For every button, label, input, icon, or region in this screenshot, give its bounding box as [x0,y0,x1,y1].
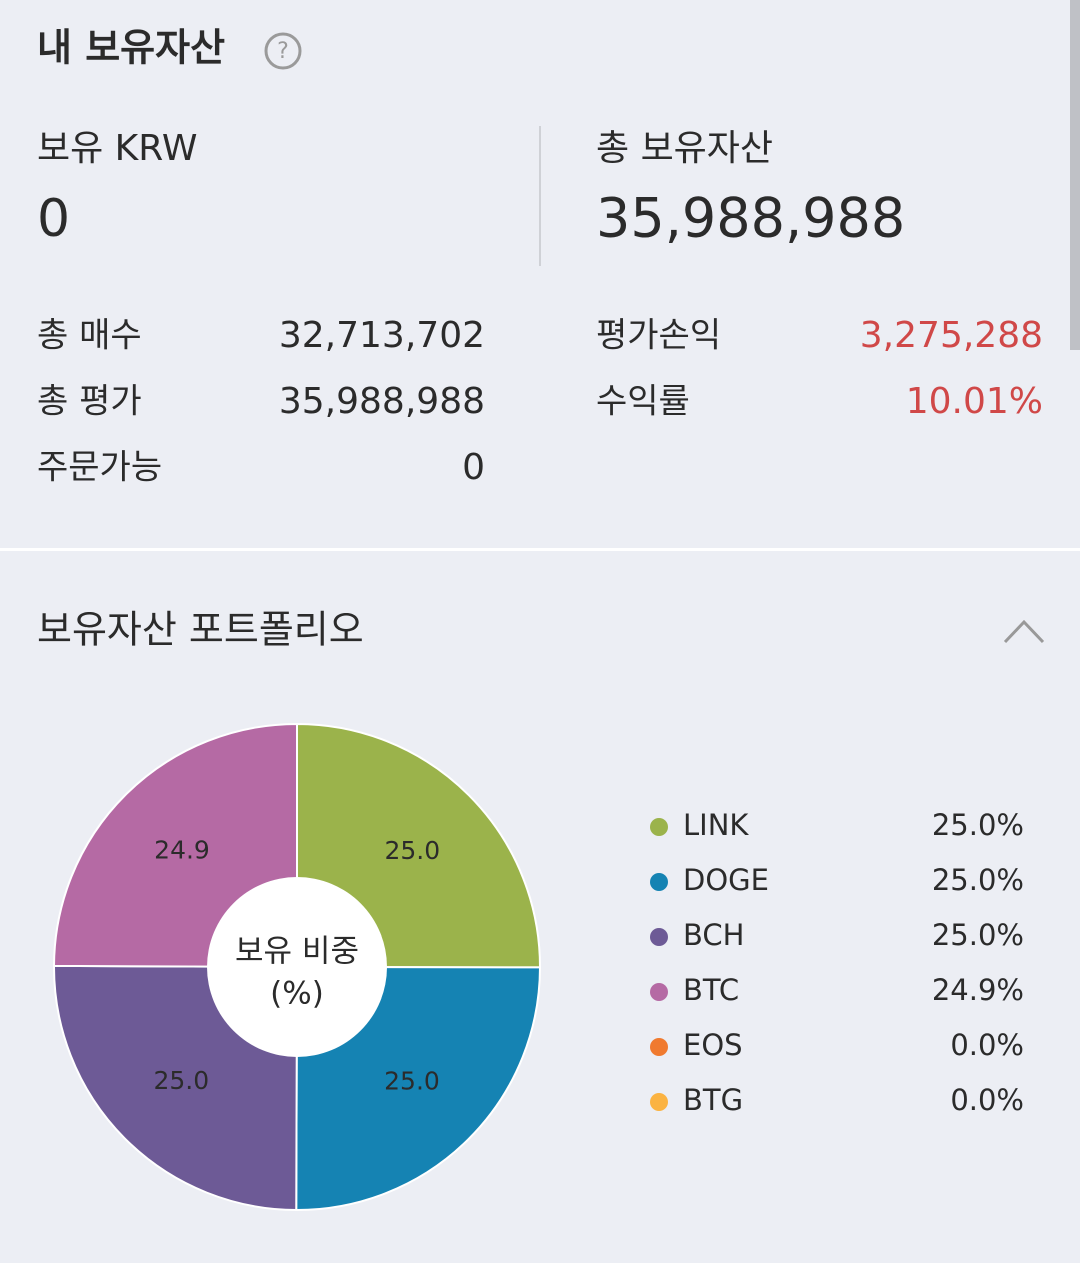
legend-dot [650,873,668,891]
legend-name: BTG [683,1083,743,1117]
detail-label: 총 매수 [37,316,142,356]
legend-value: 25.0% [932,863,1024,897]
legend-value: 0.0% [950,1083,1024,1117]
collapse-chevron[interactable] [1003,619,1045,644]
detail-label: 평가손익 [596,316,721,356]
donut-hole [207,877,387,1057]
separator [0,548,1080,551]
detail-value: 32,713,702 [279,315,485,356]
legend-name: LINK [683,808,749,842]
slice-label: 25.0 [384,1067,440,1096]
legend-name: EOS [683,1028,743,1062]
detail-value: 35,988,988 [279,381,485,422]
detail-label: 수익률 [596,382,690,422]
legend-dot [650,983,668,1001]
legend-name: DOGE [683,863,769,897]
legend-dot [650,818,668,836]
center-label: (%) [270,976,324,1012]
slice-label: 25.0 [385,836,441,865]
legend-value: 24.9% [932,973,1024,1007]
center-label: 보유 비중 [235,934,359,970]
help-icon[interactable] [264,32,302,70]
detail-value: 3,275,288 [860,315,1043,356]
detail-label: 주문가능 [37,448,162,488]
detail-label: 총 평가 [37,382,142,422]
legend-value: 0.0% [950,1028,1024,1062]
legend-value: 25.0% [932,918,1024,952]
legend-name: BCH [683,918,744,952]
total-value: 35,988,988 [596,187,905,250]
help-icon-mark: ? [277,39,289,64]
detail-value: 10.01% [906,381,1043,422]
total-label: 총 보유자산 [596,128,773,169]
detail-value: 0 [462,447,485,488]
krw-label: 보유 KRW [37,128,197,169]
legend-name: BTC [683,973,739,1007]
legend-dot [650,1093,668,1111]
legend-dot [650,928,668,946]
chart-title: 보유자산 포트폴리오 [37,608,364,652]
slice-label: 25.0 [153,1066,209,1095]
legend-dot [650,1038,668,1056]
section-title: 내 보유자산 [37,26,225,70]
scrollbar [1070,0,1080,350]
legend-value: 25.0% [932,808,1024,842]
slice-label: 24.9 [154,835,210,864]
krw-value: 0 [37,189,70,249]
